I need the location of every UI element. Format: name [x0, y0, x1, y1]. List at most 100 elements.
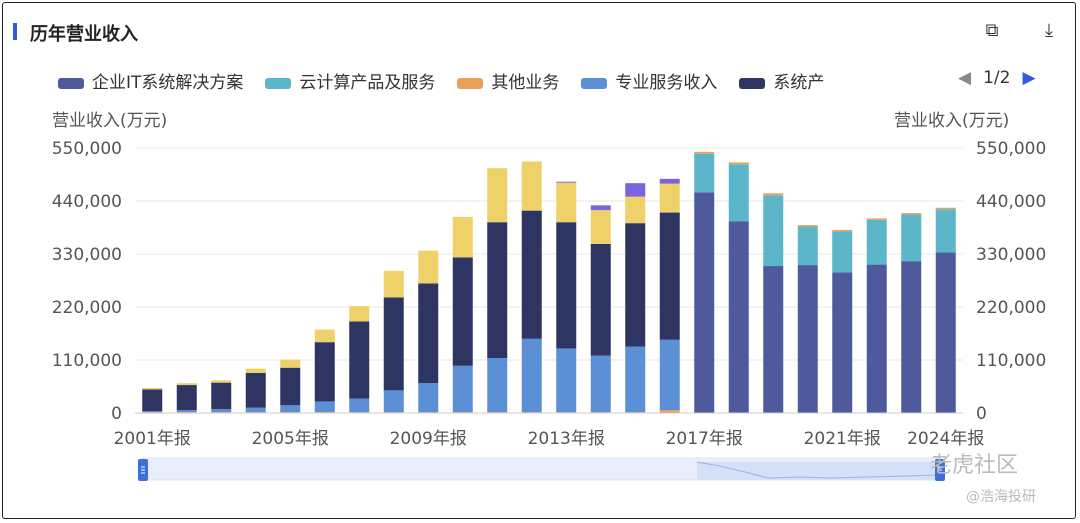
y-tick-label-right: 330,000: [976, 245, 1046, 265]
legend-item[interactable]: 其他业务: [457, 68, 559, 92]
bar-segment: [590, 243, 611, 356]
legend-swatch: [457, 77, 484, 89]
bar-segment: [866, 264, 887, 413]
bar-segment: [383, 270, 404, 298]
bar-segment: [901, 261, 922, 413]
bar-segment: [452, 365, 473, 413]
bar-segment: [176, 385, 197, 411]
bar-segment: [314, 342, 335, 402]
x-tick-label: 2001年报: [114, 429, 191, 449]
bar-segment: [866, 219, 887, 265]
legend-item[interactable]: 系统产: [739, 68, 824, 92]
bar-segment: [590, 355, 611, 413]
bar-segment: [211, 380, 232, 383]
bar-segment: [383, 297, 404, 391]
legend-item[interactable]: 专业服务收入: [581, 68, 717, 92]
bar-segment: [556, 182, 577, 223]
bar-segment: [176, 383, 197, 386]
legend-page-indicator: 1/2: [983, 68, 1011, 88]
x-tick-label: 2009年报: [390, 429, 467, 449]
bar-segment: [625, 346, 646, 413]
bar-segment: [245, 368, 266, 374]
bar-segment: [521, 338, 542, 413]
bar-segment: [694, 151, 715, 154]
bar-segment: [659, 410, 680, 413]
bar-segment: [659, 212, 680, 340]
bar-segment: [245, 373, 266, 408]
bar-segment: [556, 181, 577, 183]
bar-segment: [935, 252, 956, 413]
bar-segment: [935, 209, 956, 253]
download-icon[interactable]: ⤓: [1045, 20, 1053, 41]
copy-icon[interactable]: ⧉: [985, 20, 999, 41]
bar-segment: [728, 164, 749, 222]
bar-segment: [176, 410, 197, 413]
bar-segment: [521, 161, 542, 211]
bar-segment: [935, 207, 956, 210]
legend-swatch: [739, 77, 766, 89]
bar-segment: [487, 222, 508, 359]
bar-segment: [383, 390, 404, 413]
legend-swatch: [581, 77, 608, 89]
y-tick-label-left: 330,000: [52, 245, 122, 265]
bar-segment: [832, 272, 853, 413]
watermark-brand: 老虎社区: [930, 453, 1019, 478]
y-tick-label-left: 220,000: [52, 298, 122, 318]
bar-segment: [280, 359, 301, 368]
bar-segment: [314, 401, 335, 413]
legend-label: 系统产: [773, 73, 825, 92]
left-axis-name: 营业收入(万元): [52, 111, 168, 131]
bar-segment: [763, 195, 784, 267]
x-tick-label: 2005年报: [252, 429, 329, 449]
bar-segment: [245, 407, 266, 413]
bar-segment: [349, 306, 370, 322]
bar-segment: [832, 231, 853, 273]
legend-item[interactable]: 云计算产品及服务: [265, 68, 435, 92]
legend-label: 其他业务: [491, 73, 560, 92]
legend: 企业IT系统解决方案 云计算产品及服务 其他业务 专业服务收入 系统产: [58, 68, 930, 92]
bar-segment: [763, 193, 784, 196]
bar-segment: [866, 218, 887, 220]
bar-segment: [521, 210, 542, 339]
bar-segment: [418, 283, 439, 384]
bar-segment: [452, 257, 473, 366]
bar-segment: [659, 178, 680, 184]
bar-segment: [142, 389, 163, 412]
bar-segment: [556, 348, 577, 413]
y-tick-label-left: 0: [111, 404, 122, 424]
bar-segment: [797, 265, 818, 413]
bar-segment: [728, 162, 749, 165]
bar-segment: [590, 210, 611, 244]
bar-segment: [659, 183, 680, 213]
bar-segment: [349, 398, 370, 413]
bar-segment: [901, 213, 922, 215]
legend-label: 专业服务收入: [615, 73, 718, 92]
bar-segment: [763, 266, 784, 413]
y-tick-label-right: 0: [976, 404, 987, 424]
legend-label: 云计算产品及服务: [299, 73, 436, 92]
bar-segment: [694, 192, 715, 413]
legend-swatch: [265, 77, 292, 89]
legend-prev-icon[interactable]: ◀: [958, 68, 972, 88]
legend-item[interactable]: 企业IT系统解决方案: [58, 68, 243, 92]
bar-segment: [901, 214, 922, 262]
y-tick-label-right: 220,000: [976, 298, 1046, 318]
bar-segment: [418, 383, 439, 413]
bar-segment: [659, 339, 680, 411]
title-accent-bar: [13, 23, 17, 40]
bar-segment: [728, 221, 749, 413]
bar-segment: [487, 358, 508, 413]
bar-segment: [349, 321, 370, 399]
y-tick-label-right: 550,000: [976, 139, 1046, 159]
legend-next-icon[interactable]: ▶: [1022, 68, 1036, 88]
bar-segment: [590, 205, 611, 211]
bar-segment: [797, 225, 818, 227]
bar-segment: [694, 153, 715, 193]
chart-title: 历年营业收入: [30, 24, 138, 45]
watermark-handle: @浩海投研: [966, 489, 1036, 505]
legend-pager: ◀ 1/2 ▶: [952, 68, 1042, 88]
bar-segment: [452, 216, 473, 258]
y-tick-label-left: 110,000: [52, 351, 122, 371]
right-axis-name: 营业收入(万元): [894, 111, 1010, 131]
x-tick-label: 2024年报: [907, 429, 984, 449]
